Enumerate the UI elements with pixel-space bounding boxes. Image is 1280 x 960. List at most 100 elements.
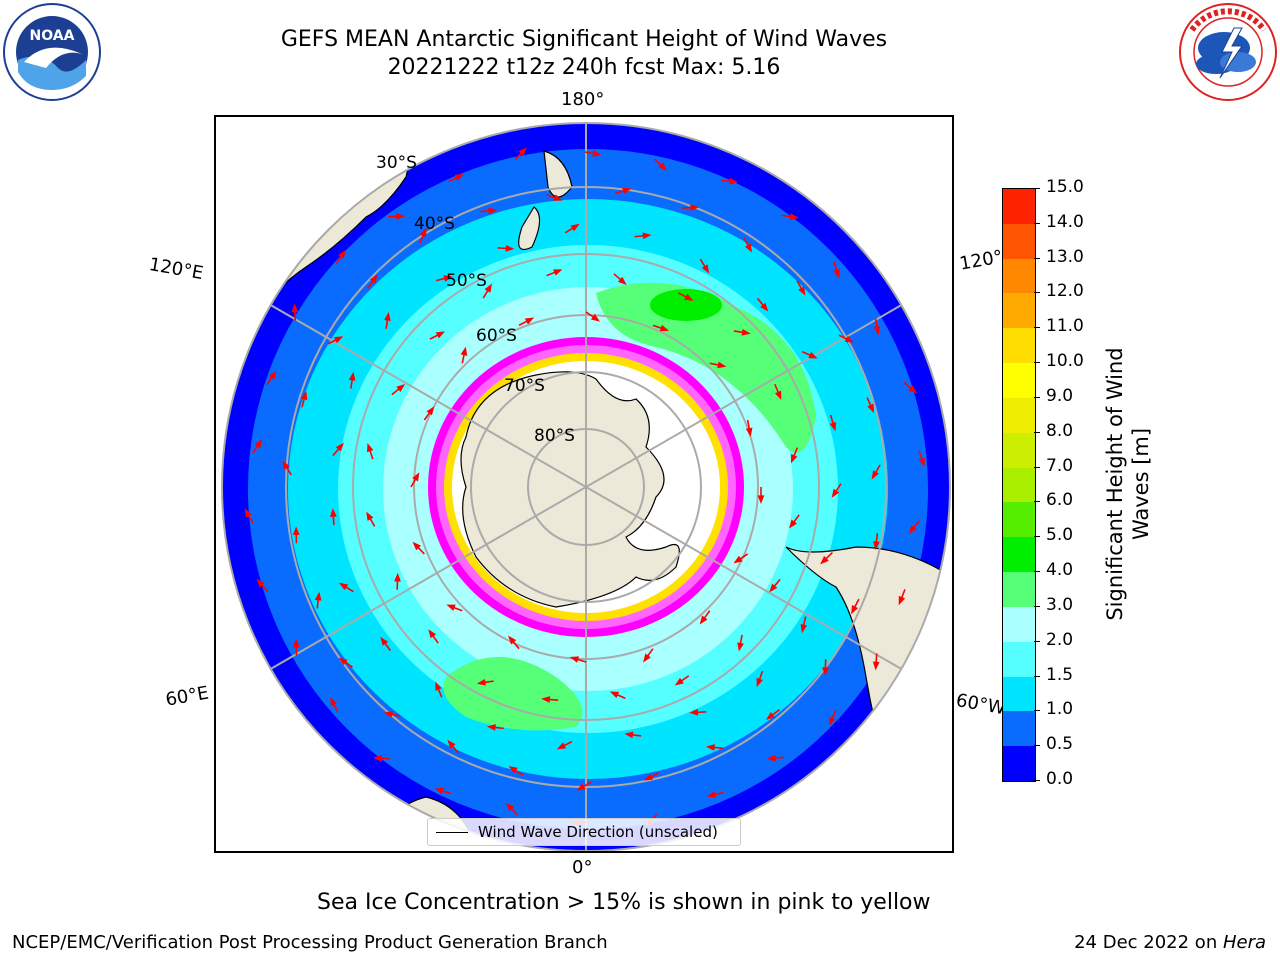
footer-date: 24 Dec 2022 on Hera (1074, 932, 1266, 953)
wind-wave-arrowhead (643, 653, 651, 663)
wind-wave-arrowhead (873, 541, 880, 551)
colorbar-tick-label: 13.0 (1046, 246, 1084, 267)
wind-wave-arrowhead (396, 213, 406, 220)
longitude-label-120e: 120°E (147, 254, 205, 285)
wind-wave-arrowhead (292, 638, 300, 648)
colorbar-tick-mark (1034, 501, 1040, 503)
legend-line-swatch (436, 832, 468, 833)
latitude-label-70s: 70°S (504, 376, 545, 396)
wind-wave-arrowhead (412, 541, 422, 551)
wind-wave-arrowhead (505, 802, 515, 812)
wind-wave-arrowhead (624, 731, 634, 739)
latitude-label-50s: 50°S (446, 271, 487, 291)
wind-wave-arrowhead (659, 324, 670, 332)
colorbar-segment (1003, 363, 1035, 398)
wind-wave-arrowhead (741, 328, 751, 336)
antarctica-landmass (460, 371, 680, 608)
latitude-label-40s: 40°S (414, 214, 455, 234)
footer-machine: Hera (1222, 932, 1266, 953)
wind-wave-arrowhead (338, 657, 348, 666)
colorbar-segment (1003, 223, 1035, 259)
wind-wave-arrowhead (524, 317, 535, 325)
colorbar-tick-mark (1034, 710, 1040, 712)
wind-wave-arrowhead (569, 656, 580, 663)
colorbar-tick-mark (1034, 536, 1040, 538)
wind-wave-arrowhead (745, 427, 753, 437)
wind-wave-arrowhead (486, 724, 496, 731)
wind-wave-arrowhead (369, 274, 378, 284)
colorbar-tick-mark (1034, 640, 1040, 642)
wind-wave-arrowhead (737, 642, 744, 652)
colorbar-ticks: 0.0 0.5 1.0 1.5 2.0 3.0 4.0 5.0 6.0 7.0 8.0 9.0 10.0… (1034, 177, 1096, 789)
wind-wave-arrowhead (642, 232, 652, 240)
wind-wave-arrowhead (412, 472, 420, 482)
colorbar-tick-label: 1.0 (1046, 699, 1074, 720)
wind-wave-arrowhead (851, 605, 859, 615)
colorbar-segment (1003, 467, 1035, 503)
wind-wave-arrowhead (428, 629, 437, 639)
longitude-label-0: 0° (572, 857, 593, 878)
colorbar-tick-mark (1034, 362, 1040, 364)
colorbar-tick-label: 0.5 (1046, 734, 1074, 755)
wind-wave-arrowhead (873, 326, 881, 336)
wind-wave-arrowhead (443, 275, 453, 282)
wave-height-green-patch-south (443, 657, 583, 731)
wave-height-green-patch-north (596, 282, 816, 453)
wind-wave-arrowhead (765, 711, 775, 720)
wind-wave-arrowhead (335, 442, 344, 452)
wind-wave-arrowhead (256, 578, 265, 588)
footer-branch: NCEP/EMC/Verification Post Processing Pr… (12, 932, 608, 953)
wind-wave-arrowhead (394, 572, 401, 582)
wind-wave-arrowhead (684, 293, 694, 301)
colorbar-tick-mark (1034, 257, 1040, 259)
longitude-label-180: 180° (561, 89, 605, 110)
wind-wave-arrowhead (674, 677, 684, 686)
wind-wave-arrowhead (366, 442, 374, 453)
wind-wave-arrowhead (476, 678, 486, 686)
wind-wave-arrowhead (867, 403, 874, 414)
wind-wave-arrowhead (820, 555, 829, 565)
nws-logo (1178, 2, 1278, 102)
wind-wave-arrowhead (553, 194, 563, 201)
map-legend: Wind Wave Direction (unscaled) (427, 818, 741, 846)
colorbar-label-line1: Significant Height of Wind (1103, 347, 1127, 621)
wind-wave-arrowhead (658, 162, 667, 171)
wind-wave-arrowhead (282, 460, 290, 470)
colorbar-tick-label: 6.0 (1046, 490, 1074, 511)
colorbar-tick-label: 7.0 (1046, 455, 1074, 476)
wind-wave-arrowhead (790, 454, 798, 464)
chart-subtitle: 20221222 t12z 240h fcst Max: 5.16 (387, 55, 781, 80)
colorbar-tick-label: 5.0 (1046, 525, 1074, 546)
wind-wave-arrowhead (689, 708, 699, 716)
wind-wave-arrowhead (643, 773, 654, 781)
colorbar-tick-label: 14.0 (1046, 211, 1084, 232)
colorbar-label-line2: Waves [m] (1129, 427, 1153, 541)
colorbar-tick-label: 11.0 (1046, 316, 1084, 337)
wind-wave-arrowhead (435, 681, 442, 691)
colorbar-tick-mark (1034, 188, 1040, 189)
wind-wave-arrowhead (729, 177, 739, 185)
colorbar-tick-label: 9.0 (1046, 385, 1074, 406)
wind-wave-arrowhead (822, 667, 829, 677)
wind-wave-arrowhead (831, 488, 840, 498)
latitude-label-60s: 60°S (476, 326, 517, 346)
wave-height-bright-green-patch (650, 289, 722, 321)
wind-wave-arrowhead (484, 283, 492, 293)
colorbar-segment (1003, 537, 1035, 573)
wind-wave-arrowhead (338, 582, 349, 591)
noaa-logo: NOAA (2, 2, 102, 102)
colorbar-segment (1003, 711, 1035, 747)
wind-wave-arrowhead (518, 147, 527, 156)
wind-wave-arrowhead (766, 754, 776, 762)
colorbar-tick-label: 3.0 (1046, 594, 1074, 615)
wind-wave-arrowhead (508, 635, 517, 645)
longitude-gridlines (222, 123, 950, 851)
wind-wave-arrowhead (366, 511, 374, 521)
colorbar-segment (1003, 641, 1035, 677)
colorbar-tick-mark (1034, 466, 1040, 468)
svg-text:NOAA: NOAA (30, 28, 75, 44)
colorbar-tick-label: 2.0 (1046, 629, 1074, 650)
wind-wave-arrowhead (488, 207, 498, 215)
wind-wave-arrowhead (556, 742, 567, 750)
colorbar (1002, 188, 1036, 782)
